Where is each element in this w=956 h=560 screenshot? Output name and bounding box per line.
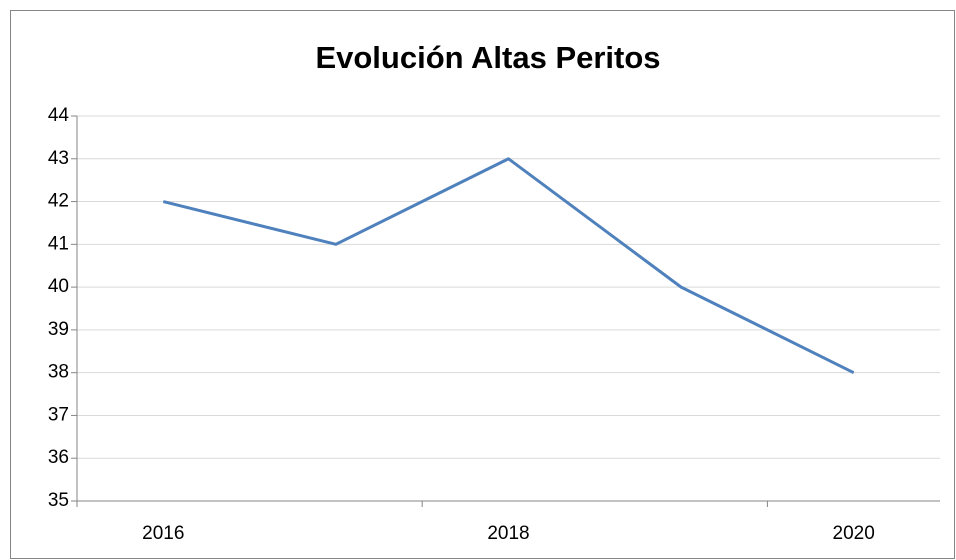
x-tick-label: 2018 — [487, 523, 529, 544]
x-tick-label: 2020 — [833, 523, 875, 544]
chart-title: Evolución Altas Peritos — [315, 40, 660, 75]
y-tick-label: 39 — [48, 319, 69, 340]
y-tick-label: 37 — [48, 404, 69, 425]
x-tick-label: 2016 — [142, 523, 184, 544]
y-tick-label: 42 — [48, 191, 69, 212]
y-tick-label: 41 — [48, 233, 69, 254]
y-tick-label: 36 — [48, 447, 69, 468]
chart-frame — [10, 10, 955, 559]
y-tick-label: 40 — [48, 276, 69, 297]
y-tick-label: 38 — [48, 362, 69, 383]
y-tick-label: 35 — [48, 490, 69, 511]
y-tick-label: 44 — [48, 105, 70, 126]
data-line — [162, 157, 855, 375]
y-tick-label: 43 — [48, 148, 69, 169]
